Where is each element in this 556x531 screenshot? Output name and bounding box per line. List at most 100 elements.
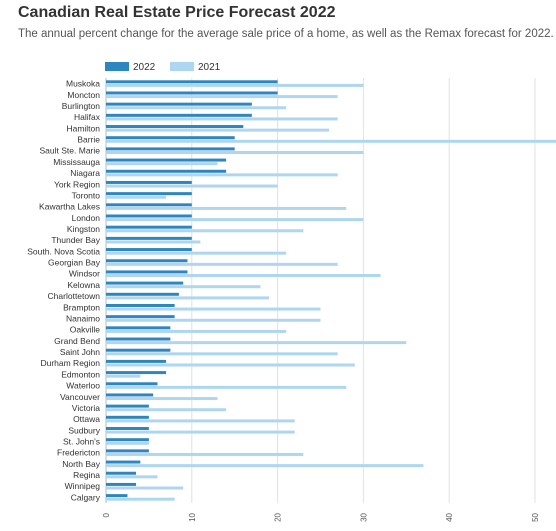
bar-2021 [106,408,227,412]
category-label: Windsor [69,269,100,279]
category-label: Victoria [72,403,100,413]
x-tick-label: 40 [445,512,454,521]
bar-2021 [106,262,338,266]
category-label: Thunder Bay [51,235,100,245]
category-label: Sault Ste. Marie [40,146,101,156]
chart-title: Canadian Real Estate Price Forecast 2022 [18,4,336,21]
x-tick-label: 10 [188,512,197,521]
category-label: Niagara [70,168,100,178]
bar-2022 [106,158,227,162]
x-tick-labels: 0 10 20 30 40 50 [102,512,540,521]
bar-2021 [106,106,287,110]
bar-2022 [106,292,179,296]
category-label: St. John's [63,436,100,446]
bar-2021 [106,341,407,345]
category-label: North Bay [62,459,101,469]
bar-2022 [106,427,149,431]
bar-2021 [106,162,218,166]
bar-2021 [106,117,338,121]
bar-2021 [106,475,158,479]
bar-2022 [106,337,171,341]
bar-2021 [106,139,556,143]
bar-2021 [106,374,141,378]
bar-2021 [106,329,287,333]
category-label: Regina [73,470,100,480]
category-label: Oakville [70,325,101,335]
bar-2021 [106,419,295,423]
bar-2022 [106,460,141,464]
bar-2022 [106,136,235,140]
bar-2021 [106,363,355,367]
bar-2021 [106,464,424,468]
bar-2022 [106,404,149,408]
bar-2022 [106,270,188,274]
bar-2021 [106,251,287,255]
bar-2022 [106,214,192,218]
bar-2022 [106,382,158,386]
bar-2021 [106,318,321,322]
bar-2021 [106,95,338,99]
category-label: York Region [54,179,100,189]
bar-2022 [106,326,171,330]
category-label: Hamilton [66,123,100,133]
bar-2021 [106,150,364,154]
category-label: Toronto [72,190,101,200]
bar-2021 [106,296,270,300]
bar-2021 [106,229,304,233]
bar-2022 [106,147,235,151]
category-label: Winnipeg [65,481,101,491]
bar-2022 [106,225,192,229]
category-label: Edmonton [61,369,100,379]
x-tick-label: 50 [531,512,540,521]
bar-2022 [106,482,137,486]
legend: 2022 2021 [105,62,221,73]
bar-2021 [106,206,347,210]
bar-2021 [106,441,149,445]
bar-2022 [106,371,167,375]
bar-2022 [106,303,175,307]
bar-2021 [106,497,175,501]
bar-2022 [106,348,171,352]
bar-2021 [106,285,261,289]
bar-2022 [106,449,149,453]
bar-2022 [106,281,184,285]
bar-2021 [106,352,338,356]
bar-2021 [106,184,278,188]
category-label: Georgian Bay [48,258,101,268]
category-label: Sudbury [68,425,100,435]
legend-label-2021: 2021 [198,62,221,73]
category-label: Barrie [77,135,100,145]
bar-2022 [106,125,244,129]
bars [106,80,556,501]
category-label: Saint John [60,347,100,357]
legend-swatch-2021 [170,62,194,71]
bar-2021 [106,397,218,401]
category-label: London [72,213,101,223]
bar-2022 [106,113,252,117]
x-tick-label: 30 [359,512,368,521]
category-label: Charlottetown [48,291,101,301]
category-label: Brampton [63,302,100,312]
bar-2021 [106,83,364,87]
bar-2021 [106,307,321,311]
x-tick-label: 20 [274,512,283,521]
category-label: Moncton [67,90,100,100]
bar-2022 [106,359,167,363]
bar-2022 [106,415,149,419]
category-label: South. Nova Scotia [27,246,100,256]
category-label: Mississauga [53,157,100,167]
bar-2021 [106,218,364,222]
bar-2021 [106,240,201,244]
bar-2021 [106,430,295,434]
bar-2021 [106,486,184,490]
bar-2021 [106,173,338,177]
bar-2022 [106,248,192,252]
x-tick-label: 0 [102,512,111,517]
legend-swatch-2022 [105,62,129,71]
bar-2022 [106,315,175,319]
bar-2021 [106,385,347,389]
bar-2022 [106,203,192,207]
legend-label-2022: 2022 [133,62,156,73]
